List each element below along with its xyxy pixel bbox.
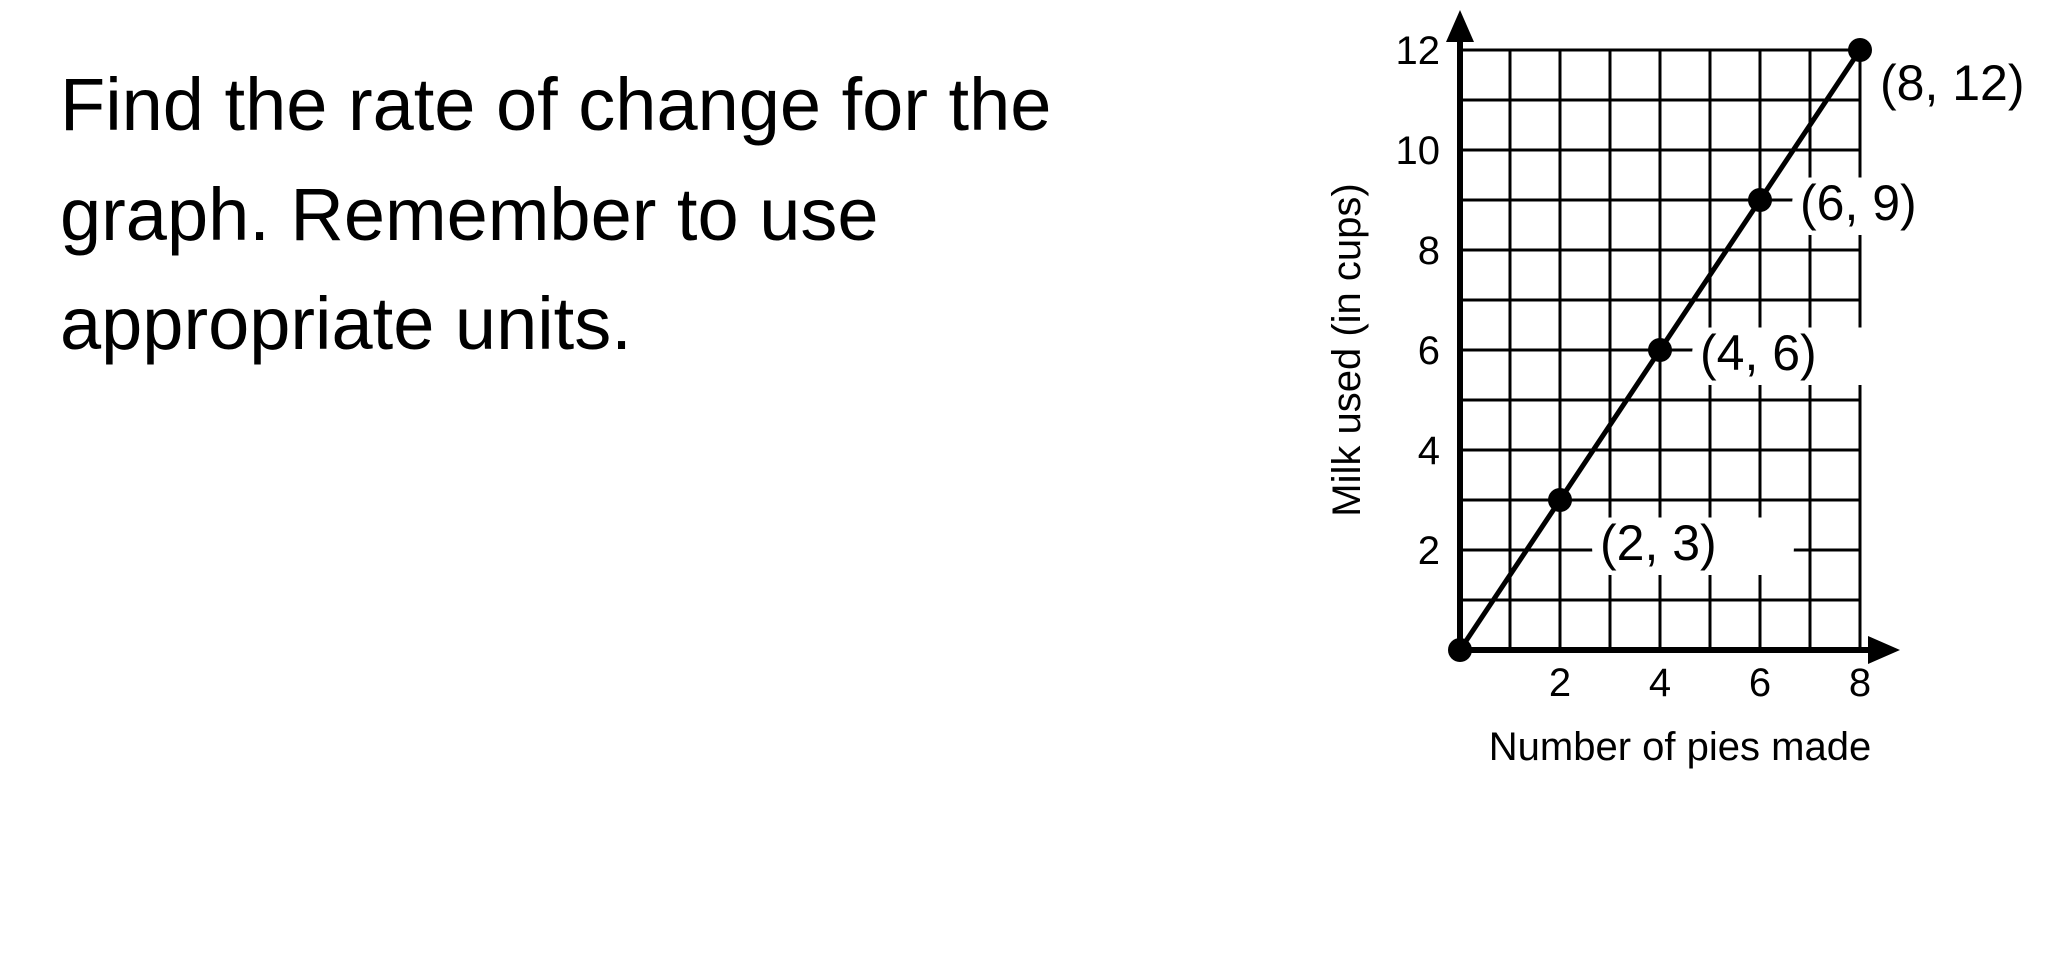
- y-tick-label: 4: [1418, 429, 1440, 473]
- y-tick-label: 12: [1396, 29, 1441, 73]
- point-label: (2, 3): [1600, 515, 1717, 571]
- data-point: [1548, 488, 1572, 512]
- x-tick-label: 6: [1749, 661, 1771, 705]
- y-tick-label: 8: [1418, 229, 1440, 273]
- x-tick-label: 4: [1649, 661, 1671, 705]
- y-tick-label: 10: [1396, 129, 1441, 173]
- chart-container: (2, 3) (4, 6) (6, 9) (8, 12) 2 4 6 8 2 4 6 8 10 12 Num…: [1280, 10, 2050, 950]
- data-point: [1448, 638, 1472, 662]
- line-chart: (2, 3) (4, 6) (6, 9) (8, 12) 2 4 6 8 2 4 6 8 10 12 Num…: [1280, 10, 2050, 950]
- data-point: [1848, 38, 1872, 62]
- y-tick-label: 6: [1418, 329, 1440, 373]
- y-axis-label: Milk used (in cups): [1325, 183, 1369, 516]
- x-axis-label: Number of pies made: [1489, 725, 1871, 769]
- data-point: [1748, 188, 1772, 212]
- question-prompt: Find the rate of change for the graph. R…: [60, 50, 1160, 379]
- x-axis-arrow: [1868, 636, 1900, 664]
- y-axis-arrow: [1446, 10, 1474, 42]
- data-point: [1648, 338, 1672, 362]
- y-tick-label: 2: [1418, 529, 1440, 573]
- point-label: (6, 9): [1800, 175, 1917, 231]
- x-tick-label: 8: [1849, 661, 1871, 705]
- point-label: (8, 12): [1880, 55, 2025, 111]
- x-tick-label: 2: [1549, 661, 1571, 705]
- point-label: (4, 6): [1700, 325, 1817, 381]
